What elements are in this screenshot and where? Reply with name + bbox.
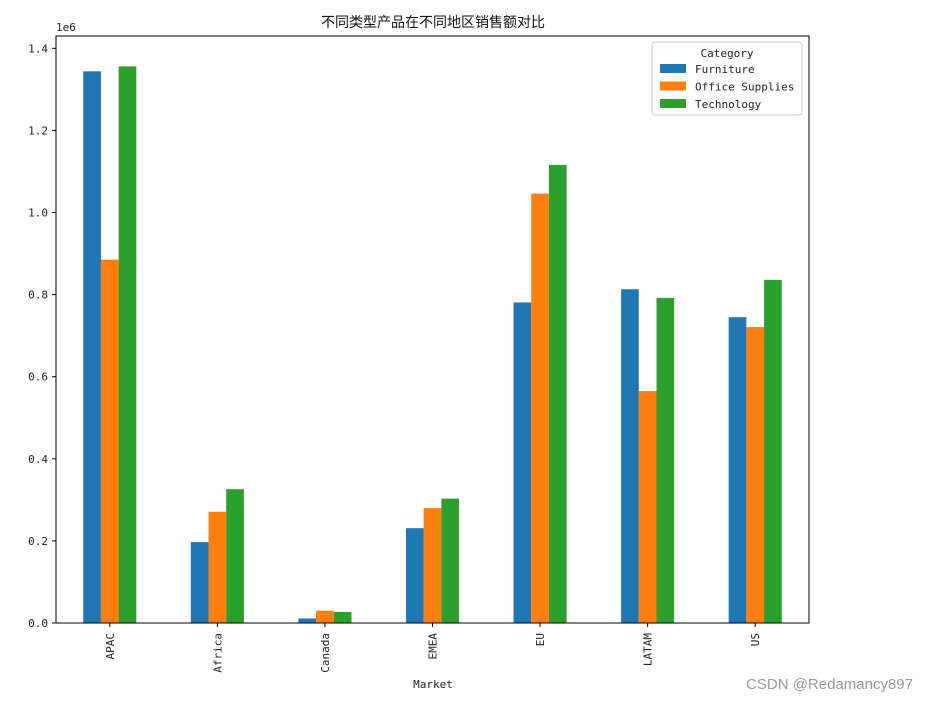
bar-apac-technology	[118, 66, 137, 623]
plot-frame	[55, 35, 810, 624]
bar-canada-office-supplies	[316, 610, 334, 623]
x-tick-label: Canada	[319, 633, 332, 673]
y-tick-label: 0.8	[28, 289, 48, 302]
bar-africa-office-supplies	[208, 511, 227, 623]
x-tick-label: EU	[534, 633, 547, 646]
x-tick-label: EMEA	[427, 633, 440, 660]
y-scale-note: 1e6	[56, 21, 76, 34]
bar-latam-furniture	[621, 289, 639, 623]
bar-latam-technology	[656, 297, 675, 623]
legend-title: Category	[701, 47, 754, 60]
bar-us-furniture	[728, 317, 747, 623]
bar-us-office-supplies	[746, 327, 765, 623]
bar-emea-technology	[441, 498, 460, 623]
x-tick-label: US	[749, 633, 762, 646]
bar-eu-technology	[548, 164, 567, 623]
bar-emea-furniture	[405, 528, 424, 623]
x-tick-label: LATAM	[642, 633, 655, 666]
x-axis-label: Market	[413, 678, 453, 691]
x-tick-label: APAC	[104, 633, 117, 660]
bar-us-technology	[764, 279, 782, 623]
chart-title: 不同类型产品在不同地区销售额对比	[321, 15, 545, 31]
bar-eu-office-supplies	[531, 193, 549, 623]
legend-item-label: Technology	[695, 98, 762, 111]
x-tick-label: Africa	[211, 633, 224, 673]
legend-box	[651, 41, 803, 116]
y-tick-label: 0.4	[28, 453, 48, 466]
y-tick-label: 0.6	[28, 371, 48, 384]
bar-africa-furniture	[190, 542, 209, 623]
bar-latam-office-supplies	[638, 391, 657, 623]
legend-swatch	[660, 81, 686, 91]
y-tick-label: 0.0	[28, 617, 48, 630]
y-axis: 0.0 0.2 0.4 0.6 0.8 1.0 1.2 1.4	[28, 42, 56, 630]
bar-africa-technology	[226, 489, 244, 623]
legend-item-label: Furniture	[695, 63, 755, 76]
bar-eu-furniture	[513, 302, 532, 623]
watermark: CSDN @Redamancy897	[746, 676, 913, 693]
legend-swatch	[660, 99, 686, 108]
bar-canada-technology	[333, 611, 352, 623]
legend-swatch	[660, 64, 686, 73]
y-tick-label: 1.4	[28, 42, 48, 55]
y-tick-label: 0.2	[28, 535, 48, 548]
x-axis: APAC Africa Canada EMEA EU LATAM US	[104, 623, 762, 673]
bar-canada-furniture	[298, 618, 317, 623]
legend-item-label: Office Supplies	[695, 81, 794, 94]
bars-group	[83, 66, 782, 623]
legend: Category Furniture Office Supplies Technol…	[651, 41, 803, 116]
y-tick-label: 1.0	[28, 207, 48, 220]
bar-apac-office-supplies	[100, 259, 119, 623]
bar-apac-furniture	[83, 71, 101, 623]
y-tick-label: 1.2	[28, 124, 48, 137]
bar-emea-office-supplies	[423, 508, 442, 623]
